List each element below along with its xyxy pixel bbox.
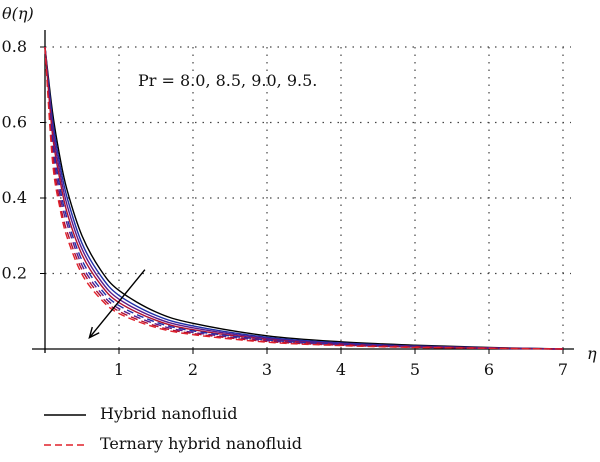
y-tick-label: 0.4 [2, 188, 27, 207]
series-lines [44, 46, 564, 350]
hybrid-series-line-3 [44, 46, 564, 350]
x-tick-label: 1 [114, 360, 124, 379]
hybrid-series-line-1 [44, 46, 564, 350]
arrow-shaft [88, 269, 146, 339]
hybrid-series-line-4 [44, 46, 564, 350]
y-tick-label: 0.2 [2, 264, 27, 283]
tick-labels: 1 2 3 4 5 6 7 0.2 0.4 0.6 0.8 [2, 37, 569, 379]
parameter-annotation: Pr = 8.0, 8.5, 9.0, 9.5. [138, 71, 317, 90]
y-axis-label: θ(η) [2, 4, 34, 23]
axes [32, 30, 574, 354]
hybrid-series-line-2 [44, 46, 564, 350]
legend-label-ternary: Ternary hybrid nanofluid [100, 434, 302, 453]
arrow-head [88, 326, 100, 340]
legend-label-hybrid: Hybrid nanofluid [100, 404, 238, 423]
ternary-series-line-7 [44, 46, 564, 350]
line-chart: 1 2 3 4 5 6 7 0.2 0.4 0.6 0.8 θ(η) η Pr = 8.0, 8.5… [2, 4, 597, 379]
ternary-series-line-6 [44, 46, 564, 350]
x-tick-label: 5 [410, 360, 420, 379]
legend-solid-swatch [44, 414, 86, 416]
trend-arrow [88, 269, 146, 340]
ternary-series-line-8 [44, 46, 564, 350]
legend-item-hybrid: Hybrid nanofluid [44, 404, 544, 430]
y-tick-label: 0.8 [2, 37, 27, 56]
x-tick-label: 2 [188, 360, 198, 379]
legend-dashed-swatch [44, 444, 86, 446]
legend-item-ternary: Ternary hybrid nanofluid [44, 434, 544, 460]
ternary-series-line-5 [44, 46, 564, 350]
grid [45, 46, 571, 349]
x-tick-label: 4 [336, 360, 346, 379]
y-tick-label: 0.6 [2, 113, 27, 132]
x-tick-label: 3 [262, 360, 272, 379]
x-axis-label: η [587, 344, 597, 363]
x-tick-label: 6 [484, 360, 494, 379]
x-tick-label: 7 [558, 360, 568, 379]
